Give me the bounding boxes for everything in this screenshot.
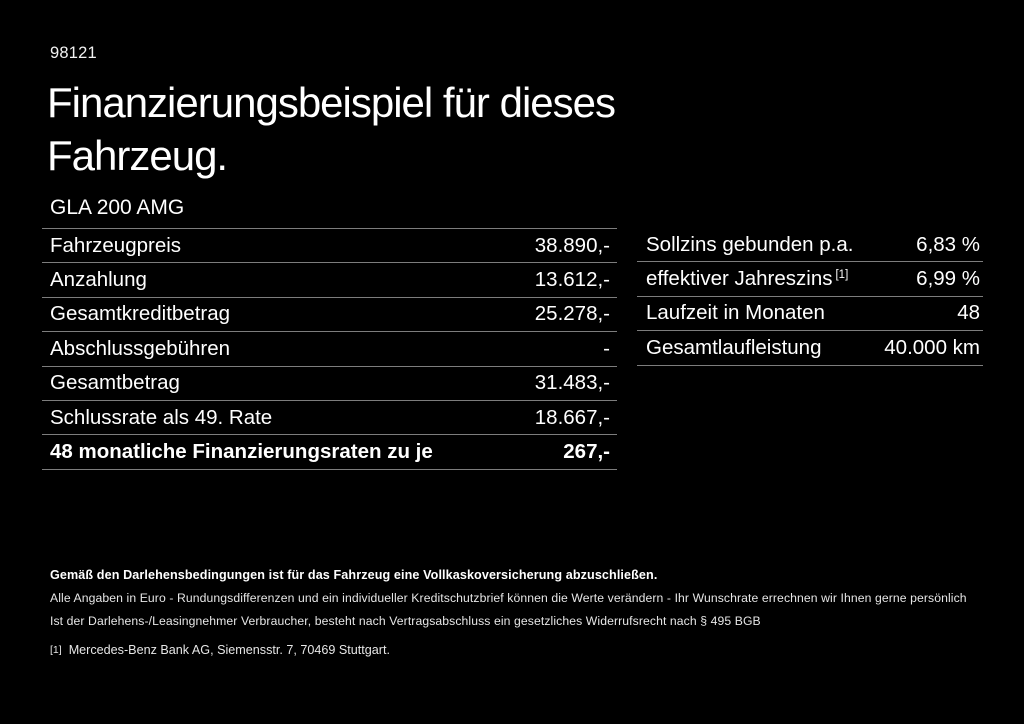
table-row-gesamtlaufleistung: Gesamtlaufleistung 40.000 km: [637, 331, 983, 366]
row-value: 48: [957, 301, 980, 325]
table-row-gesamtbetrag: Gesamtbetrag 31.483,-: [42, 365, 617, 400]
footnote-text: Mercedes-Benz Bank AG, Siemensstr. 7, 70…: [68, 643, 390, 657]
row-label: Schlussrate als 49. Rate: [50, 405, 273, 429]
bank-footnote: [1] Mercedes-Benz Bank AG, Siemensstr. 7,…: [50, 639, 1000, 662]
row-label: Anzahlung: [50, 268, 147, 292]
row-label: Sollzins gebunden p.a.: [646, 232, 854, 256]
row-value: 13.612,-: [534, 268, 610, 292]
row-label: Gesamtkreditbetrag: [50, 302, 231, 326]
row-value: -: [603, 336, 610, 360]
vehicle-model: GLA 200 AMG: [50, 196, 185, 219]
page-title-line2: Fahrzeug.: [47, 132, 228, 179]
row-value: 267,-: [563, 440, 610, 464]
row-value: 38.890,-: [534, 233, 610, 257]
table-row-laufzeit: Laufzeit in Monaten 48: [637, 297, 983, 332]
row-label: Gesamtlaufleistung: [646, 335, 822, 359]
ref-number: 98121: [50, 44, 97, 62]
page-title-line1: Finanzierungsbeispiel für dieses: [47, 79, 616, 126]
insurance-note: Gemäß den Darlehensbedingungen ist für d…: [50, 568, 658, 582]
row-value: 31.483,-: [534, 371, 610, 395]
row-label: Abschlussgebühren: [50, 336, 231, 360]
page-title: Finanzierungsbeispiel für dieses Fahrzeu…: [47, 76, 616, 182]
row-value: 25.278,-: [534, 302, 610, 326]
table-row-schlussrate: Schlussrate als 49. Rate 18.667,-: [42, 399, 617, 434]
row-label: Fahrzeugpreis: [50, 233, 182, 257]
row-value: 6,99 %: [916, 267, 980, 291]
row-label: effektiver Jahreszins [1]: [646, 267, 849, 291]
row-value: 6,83 %: [916, 232, 980, 256]
table-row-sollzins: Sollzins gebunden p.a. 6,83 %: [637, 228, 983, 263]
table-row-gesamtkreditbetrag: Gesamtkreditbetrag 25.278,-: [42, 296, 617, 331]
table-row-monatsrate: 48 monatliche Finanzierungsraten zu je 2…: [42, 434, 617, 470]
footer-notes: Gemäß den Darlehensbedingungen ist für d…: [50, 564, 1000, 662]
row-label: 48 monatliche Finanzierungsraten zu je: [50, 440, 433, 464]
footnote-marker: [1]: [50, 644, 62, 656]
conditions-table: Sollzins gebunden p.a. 6,83 % effektiver…: [637, 228, 983, 366]
table-row-anzahlung: Anzahlung 13.612,-: [42, 262, 617, 296]
table-row-abschlussgebuehren: Abschlussgebühren -: [42, 331, 617, 365]
footnote-ref-marker: [1]: [835, 269, 849, 282]
disclaimer-line1: Alle Angaben in Euro - Rundungsdifferenz…: [50, 591, 967, 605]
row-label: Gesamtbetrag: [50, 371, 180, 395]
row-value: 18.667,-: [534, 405, 610, 429]
row-value: 40.000 km: [884, 335, 980, 359]
row-label: Laufzeit in Monaten: [646, 301, 825, 325]
financing-table: Fahrzeugpreis 38.890,- Anzahlung 13.612,…: [42, 228, 617, 470]
disclaimer-line2: Ist der Darlehens-/Leasingnehmer Verbrau…: [50, 614, 761, 628]
table-row-fahrzeugpreis: Fahrzeugpreis 38.890,-: [42, 228, 617, 262]
table-row-effektiver-jahreszins: effektiver Jahreszins [1] 6,99 %: [637, 262, 983, 297]
